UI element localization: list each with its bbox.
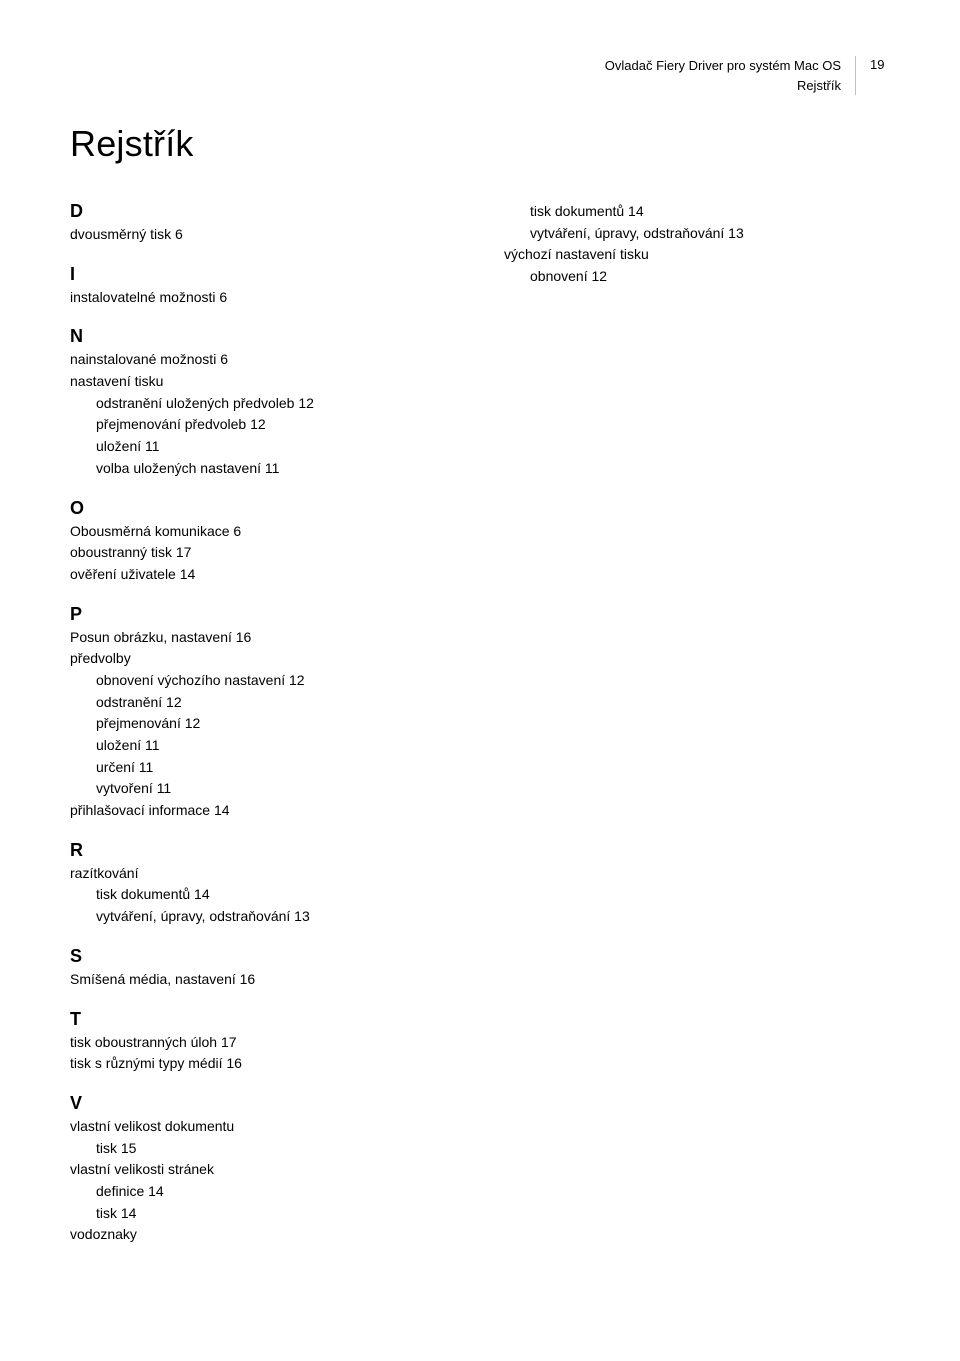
index-entry: uložení 11 [70, 436, 456, 458]
index-entry: oboustranný tisk 17 [70, 542, 456, 564]
page-number: 19 [870, 56, 890, 95]
index-letter-v: V [70, 1093, 456, 1114]
index-entry: tisk 14 [70, 1203, 456, 1225]
header-text: Ovladač Fiery Driver pro systém Mac OS R… [605, 56, 841, 95]
index-entry: přejmenování 12 [70, 713, 456, 735]
header-section: Rejstřík [605, 76, 841, 96]
header-block: Ovladač Fiery Driver pro systém Mac OS R… [605, 56, 890, 95]
index-entry: volba uložených nastavení 11 [70, 458, 456, 480]
index-entry: předvolby [70, 648, 456, 670]
index-column-left: Ddvousměrný tisk 6 Iinstalovatelné možnos… [70, 201, 456, 1246]
index-letter-t: T [70, 1009, 456, 1030]
index-entry: vytvoření 11 [70, 778, 456, 800]
index-entry: určení 11 [70, 757, 456, 779]
header-doc-title: Ovladač Fiery Driver pro systém Mac OS [605, 56, 841, 76]
index-entry: definice 14 [70, 1181, 456, 1203]
index-entry: tisk oboustranných úloh 17 [70, 1032, 456, 1054]
index-entry: nainstalované možnosti 6 [70, 349, 456, 371]
index-letter-r: R [70, 840, 456, 861]
index-entry: vytváření, úpravy, odstraňování 13 [504, 223, 890, 245]
index-entry: vytváření, úpravy, odstraňování 13 [70, 906, 456, 928]
index-entry: tisk s různými typy médií 16 [70, 1053, 456, 1075]
page-title: Rejstřík [70, 123, 890, 165]
index-entry: tisk 15 [70, 1138, 456, 1160]
index-entry: výchozí nastavení tisku [504, 244, 890, 266]
index-letter-s: S [70, 946, 456, 967]
index-entry: razítkování [70, 863, 456, 885]
index-entry: Obousměrná komunikace 6 [70, 521, 456, 543]
index-column-right: tisk dokumentů 14vytváření, úpravy, odst… [504, 201, 890, 288]
index-entry: instalovatelné možnosti 6 [70, 287, 456, 309]
index-entry: odstranění 12 [70, 692, 456, 714]
index-entry: dvousměrný tisk 6 [70, 224, 456, 246]
index-letter-n: N [70, 326, 456, 347]
index-letter-p: P [70, 604, 456, 625]
index-columns: Ddvousměrný tisk 6 Iinstalovatelné možnos… [70, 201, 890, 1246]
index-entry: obnovení výchozího nastavení 12 [70, 670, 456, 692]
index-entry: vodoznaky [70, 1224, 456, 1246]
index-entry: vlastní velikosti stránek [70, 1159, 456, 1181]
header-separator [855, 56, 856, 95]
index-entry: přejmenování předvoleb 12 [70, 414, 456, 436]
index-entry: odstranění uložených předvoleb 12 [70, 393, 456, 415]
index-letter-d: D [70, 201, 456, 222]
index-entry: tisk dokumentů 14 [70, 884, 456, 906]
index-letter-i: I [70, 264, 456, 285]
index-entry: obnovení 12 [504, 266, 890, 288]
index-entry: tisk dokumentů 14 [504, 201, 890, 223]
index-entry: uložení 11 [70, 735, 456, 757]
index-entry: přihlašovací informace 14 [70, 800, 456, 822]
index-letter-o: O [70, 498, 456, 519]
document-page: Ovladač Fiery Driver pro systém Mac OS R… [0, 0, 960, 1361]
index-entry: vlastní velikost dokumentu [70, 1116, 456, 1138]
index-entry: Posun obrázku, nastavení 16 [70, 627, 456, 649]
index-entry: ověření uživatele 14 [70, 564, 456, 586]
index-entry: Smíšená média, nastavení 16 [70, 969, 456, 991]
index-entry: nastavení tisku [70, 371, 456, 393]
page-header: Ovladač Fiery Driver pro systém Mac OS R… [70, 56, 890, 95]
